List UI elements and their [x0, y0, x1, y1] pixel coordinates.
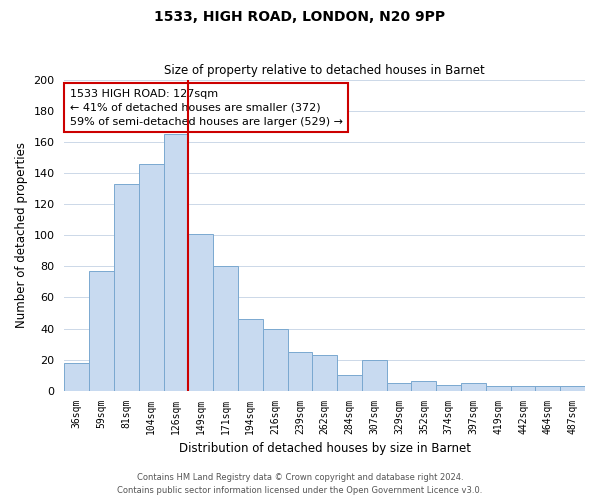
Bar	[436, 384, 461, 391]
Bar	[386, 383, 412, 391]
Bar	[263, 328, 287, 391]
Bar	[213, 266, 238, 391]
X-axis label: Distribution of detached houses by size in Barnet: Distribution of detached houses by size …	[179, 442, 471, 455]
Bar	[461, 383, 486, 391]
Bar	[287, 352, 313, 391]
Bar	[535, 386, 560, 391]
Bar	[511, 386, 535, 391]
Bar	[64, 363, 89, 391]
Bar	[139, 164, 164, 391]
Bar	[114, 184, 139, 391]
Bar	[313, 355, 337, 391]
Text: 1533 HIGH ROAD: 127sqm
← 41% of detached houses are smaller (372)
59% of semi-de: 1533 HIGH ROAD: 127sqm ← 41% of detached…	[70, 89, 343, 127]
Bar	[238, 319, 263, 391]
Bar	[89, 271, 114, 391]
Bar	[188, 234, 213, 391]
Y-axis label: Number of detached properties: Number of detached properties	[15, 142, 28, 328]
Bar	[412, 382, 436, 391]
Title: Size of property relative to detached houses in Barnet: Size of property relative to detached ho…	[164, 64, 485, 77]
Text: 1533, HIGH ROAD, LONDON, N20 9PP: 1533, HIGH ROAD, LONDON, N20 9PP	[154, 10, 446, 24]
Bar	[560, 386, 585, 391]
Bar	[486, 386, 511, 391]
Bar	[337, 375, 362, 391]
Bar	[164, 134, 188, 391]
Text: Contains HM Land Registry data © Crown copyright and database right 2024.
Contai: Contains HM Land Registry data © Crown c…	[118, 474, 482, 495]
Bar	[362, 360, 386, 391]
